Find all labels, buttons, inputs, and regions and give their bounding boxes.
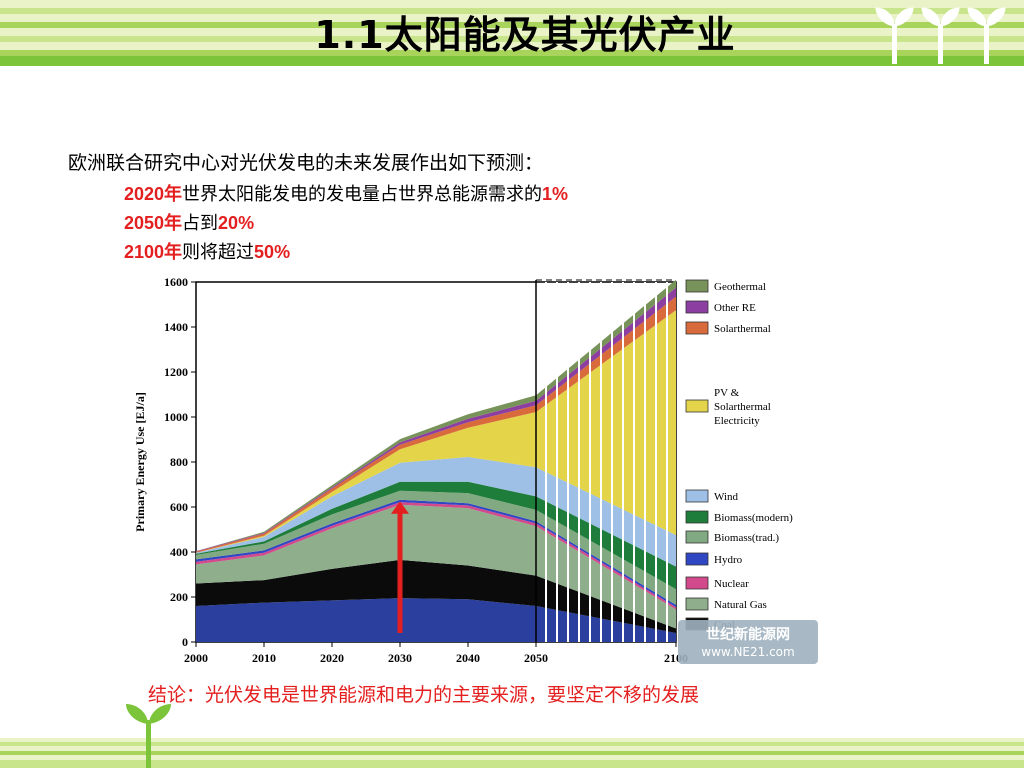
page-title: 1.1太阳能及其光伏产业 bbox=[314, 13, 736, 57]
forecast-year: 2020年 bbox=[124, 184, 183, 204]
area-nuclear bbox=[196, 504, 676, 629]
legend-swatch bbox=[685, 510, 709, 524]
legend-swatch bbox=[685, 530, 709, 544]
x-tick-label: 2040 bbox=[456, 651, 480, 665]
x-tick-label: 2020 bbox=[320, 651, 344, 665]
legend-label: PV & bbox=[714, 387, 740, 399]
legend-label: Natural Gas bbox=[714, 599, 767, 611]
forecast-year: 2100年 bbox=[124, 242, 183, 262]
y-tick-label: 0 bbox=[182, 635, 188, 649]
sprout-icon bbox=[126, 704, 171, 768]
y-tick-label: 800 bbox=[170, 455, 188, 469]
forecast-2050: 2050年占到20% bbox=[124, 209, 254, 235]
legend-label: Hydro bbox=[714, 554, 743, 566]
x-tick-label: 2050 bbox=[524, 651, 548, 665]
legend-swatch bbox=[685, 321, 709, 335]
legend-swatch bbox=[685, 489, 709, 503]
forecast-text: 世界太阳能发电的发电量占世界总能源需求的 bbox=[182, 184, 543, 205]
legend-label: Electricity bbox=[714, 415, 760, 427]
energy-chart: 0 200 400 600 800 1000 1200 1400 1600 2000 2010 202… bbox=[130, 274, 842, 684]
watermark-box bbox=[678, 620, 818, 664]
y-tick-label: 1600 bbox=[164, 275, 188, 289]
legend-swatch bbox=[685, 399, 709, 413]
area-natural-gas bbox=[196, 559, 676, 633]
legend-label: Solarthermal bbox=[714, 323, 771, 335]
red-arrow-head bbox=[391, 501, 409, 514]
y-tick-label: 200 bbox=[170, 590, 188, 604]
legend-label: Other RE bbox=[714, 302, 756, 314]
footer-band bbox=[0, 738, 1024, 768]
y-tick-label: 1400 bbox=[164, 320, 188, 334]
x-tick-label: 2010 bbox=[252, 651, 276, 665]
legend-label: Solarthermal bbox=[714, 401, 771, 413]
legend-label: Biomass(modern) bbox=[714, 512, 793, 524]
watermark-name: 世纪新能源网 bbox=[706, 626, 790, 643]
forecast-text: 则将超过 bbox=[182, 242, 255, 263]
forecast-value: 50% bbox=[254, 242, 291, 262]
legend-label: Geothermal bbox=[714, 281, 766, 293]
forecast-value: 20% bbox=[218, 213, 255, 233]
header-band bbox=[0, 0, 1024, 66]
conclusion-text: 结论：光伏发电是世界能源和电力的主要来源，要坚定不移的发展 bbox=[148, 684, 700, 706]
y-tick-label: 600 bbox=[170, 500, 188, 514]
legend-label: Nuclear bbox=[714, 578, 749, 590]
sprout-decoration-icon bbox=[875, 7, 1006, 64]
legend-swatch bbox=[685, 279, 709, 293]
x-tick-label: 2000 bbox=[184, 651, 208, 665]
y-tick-label: 400 bbox=[170, 545, 188, 559]
legend-label: Biomass(trad.) bbox=[714, 532, 779, 544]
legend-swatch bbox=[685, 576, 709, 590]
intro-text: 欧洲联合研究中心对光伏发电的未来发展作出如下预测： bbox=[68, 152, 544, 174]
legend-swatch bbox=[685, 300, 709, 314]
forecast-value: 1% bbox=[542, 184, 569, 204]
watermark-url: www.NE21.com bbox=[701, 645, 794, 659]
legend-swatch bbox=[685, 552, 709, 566]
y-tick-label: 1000 bbox=[164, 410, 188, 424]
forecast-2020: 2020年世界太阳能发电的发电量占世界总能源需求的1% bbox=[124, 180, 568, 206]
energy-chart-svg: 0 200 400 600 800 1000 1200 1400 1600 2000 2010 202… bbox=[133, 275, 818, 665]
y-axis-label: Primary Energy Use [EJ/a] bbox=[133, 392, 147, 532]
x-tick-label: 2030 bbox=[388, 651, 412, 665]
legend-swatch bbox=[685, 597, 709, 611]
forecast-year: 2050年 bbox=[124, 213, 183, 233]
legend-label: Wind bbox=[714, 491, 738, 503]
y-tick-label: 1200 bbox=[164, 365, 188, 379]
forecast-text: 占到 bbox=[182, 213, 219, 234]
forecast-2100: 2100年则将超过50% bbox=[124, 238, 290, 264]
